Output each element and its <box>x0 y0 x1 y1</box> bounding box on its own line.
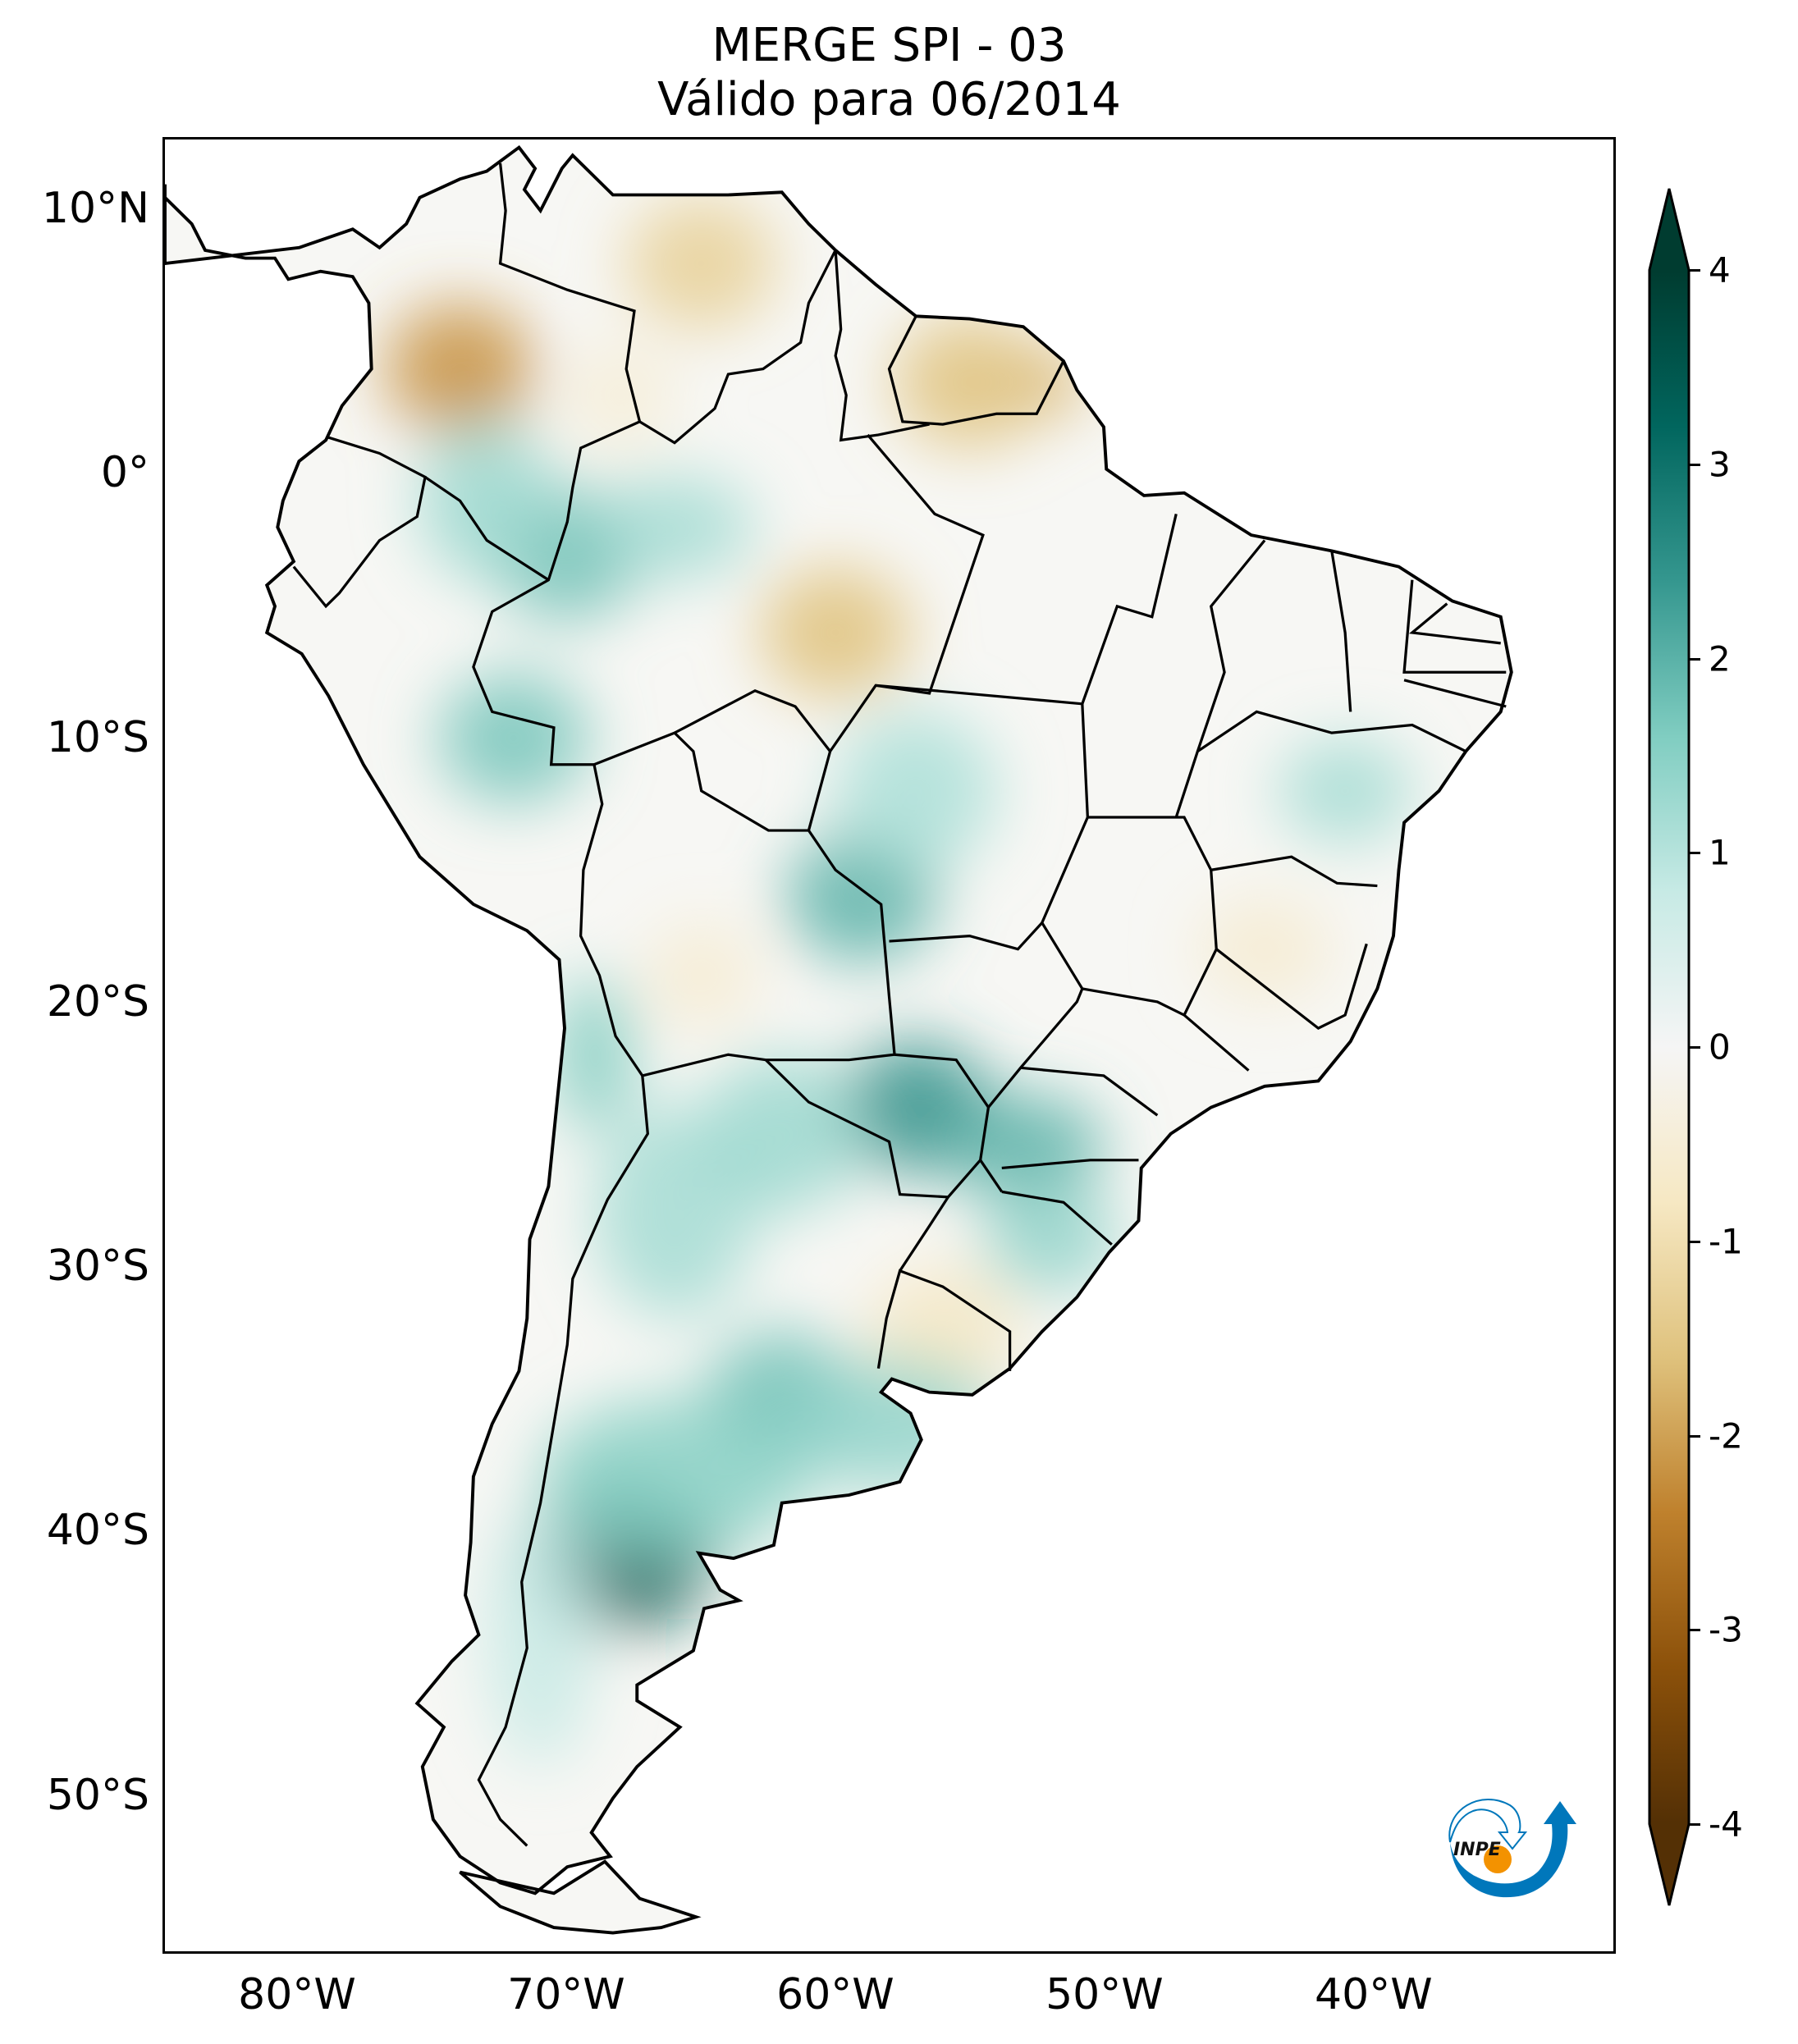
spi-anomaly-patch <box>701 1054 862 1214</box>
border-line <box>1403 679 1507 708</box>
border-line <box>1402 579 1507 674</box>
border-line <box>1081 514 1178 705</box>
border-line <box>1196 539 1266 752</box>
spi-anomaly-patch <box>626 197 777 330</box>
border-line <box>876 1269 1012 1371</box>
border-line <box>292 436 427 609</box>
colorbar-tick <box>1689 1629 1700 1632</box>
land-fill <box>165 147 1512 1933</box>
colorbar-tick-label: 1 <box>1709 832 1731 873</box>
border-line <box>834 249 930 442</box>
spi-anomaly-patch <box>593 474 756 580</box>
colorbar-tick <box>1689 852 1700 855</box>
border-line <box>899 1196 949 1272</box>
inpe-logo: INPE <box>1448 1798 1576 1898</box>
border-line <box>1215 943 1368 1031</box>
colorbar-tick-label: 3 <box>1709 444 1731 485</box>
y-tick-label: 30°S <box>46 1241 149 1292</box>
border-line <box>1001 1159 1139 1170</box>
spi-anomaly-patch <box>487 1502 594 1767</box>
border-line <box>1210 855 1378 888</box>
border-line <box>889 920 1084 990</box>
colorbar <box>1648 188 1690 1906</box>
country-borders <box>292 162 1507 1847</box>
spi-field <box>385 197 1412 1767</box>
border-line <box>1330 551 1352 712</box>
border-line <box>674 688 831 752</box>
border-line <box>472 162 650 1847</box>
colorbar-body <box>1648 188 1690 1906</box>
y-tick-label: 0° <box>100 448 149 498</box>
colorbar-tick-label: -3 <box>1709 1609 1743 1650</box>
x-tick-label: 70°W <box>507 1970 625 2019</box>
spi-anomaly-patch <box>835 711 997 871</box>
spi-anomaly-patch <box>419 421 554 580</box>
border-line <box>979 1159 1004 1193</box>
colorbar-tick <box>1689 463 1700 466</box>
spi-anomaly-patch <box>438 672 589 804</box>
border-line <box>1020 1066 1159 1117</box>
spi-anomaly-patch <box>553 975 634 1134</box>
border-line <box>424 476 550 582</box>
border-line <box>887 315 1065 426</box>
chart-subtitle: Válido para 06/2014 <box>657 73 1121 126</box>
colorbar-tick-label: 0 <box>1709 1027 1731 1068</box>
y-tick-label: 40°S <box>46 1506 149 1556</box>
spi-anomaly-patch <box>942 1094 1104 1200</box>
spi-anomaly-patch <box>540 1397 809 1556</box>
colorbar-tick-label: -4 <box>1709 1804 1743 1845</box>
spi-anomaly-patch <box>567 342 675 449</box>
x-tick-label: 60°W <box>776 1970 894 2019</box>
border-line <box>1001 1190 1113 1246</box>
colorbar-tick <box>1689 1823 1700 1826</box>
spi-anomaly-patch <box>781 1357 997 1490</box>
colorbar-tick <box>1689 1434 1700 1438</box>
y-tick-label: 10°N <box>41 184 149 233</box>
colorbar-tick <box>1689 269 1700 272</box>
border-line <box>807 684 1090 924</box>
colorbar-tick <box>1689 1046 1700 1049</box>
border-line <box>867 433 985 695</box>
chart-title: MERGE SPI - 03 <box>711 19 1067 72</box>
map-frame <box>162 137 1616 1954</box>
border-line <box>1408 602 1501 645</box>
spi-anomaly-patch <box>647 922 756 1029</box>
spi-anomaly-patch <box>982 1186 1118 1292</box>
border-line <box>1174 710 1466 818</box>
svg-text:INPE: INPE <box>1453 1840 1501 1860</box>
spi-anomaly-patch <box>1278 738 1412 844</box>
x-tick-label: 50°W <box>1045 1970 1164 2019</box>
spi-anomaly-patch <box>760 566 911 699</box>
spi-map <box>165 139 1613 1951</box>
colorbar-tick-label: 2 <box>1709 638 1731 679</box>
y-tick-label: 20°S <box>46 976 149 1027</box>
colorbar-tick <box>1689 1240 1700 1243</box>
colorbar-tick-label: -1 <box>1709 1221 1743 1262</box>
y-tick-label: 50°S <box>46 1770 149 1820</box>
y-tick-label: 10°S <box>46 712 149 762</box>
colorbar-tick <box>1689 657 1700 661</box>
spi-anomaly-patch <box>385 303 536 435</box>
border-line <box>638 249 837 445</box>
border-line <box>593 731 896 1077</box>
x-tick-label: 80°W <box>238 1970 356 2019</box>
colorbar-tick-label: -2 <box>1709 1415 1743 1456</box>
colorbar-tick-label: 4 <box>1709 249 1731 290</box>
spi-anomaly-patch <box>1197 896 1332 1002</box>
x-tick-label: 40°W <box>1315 1970 1433 2019</box>
